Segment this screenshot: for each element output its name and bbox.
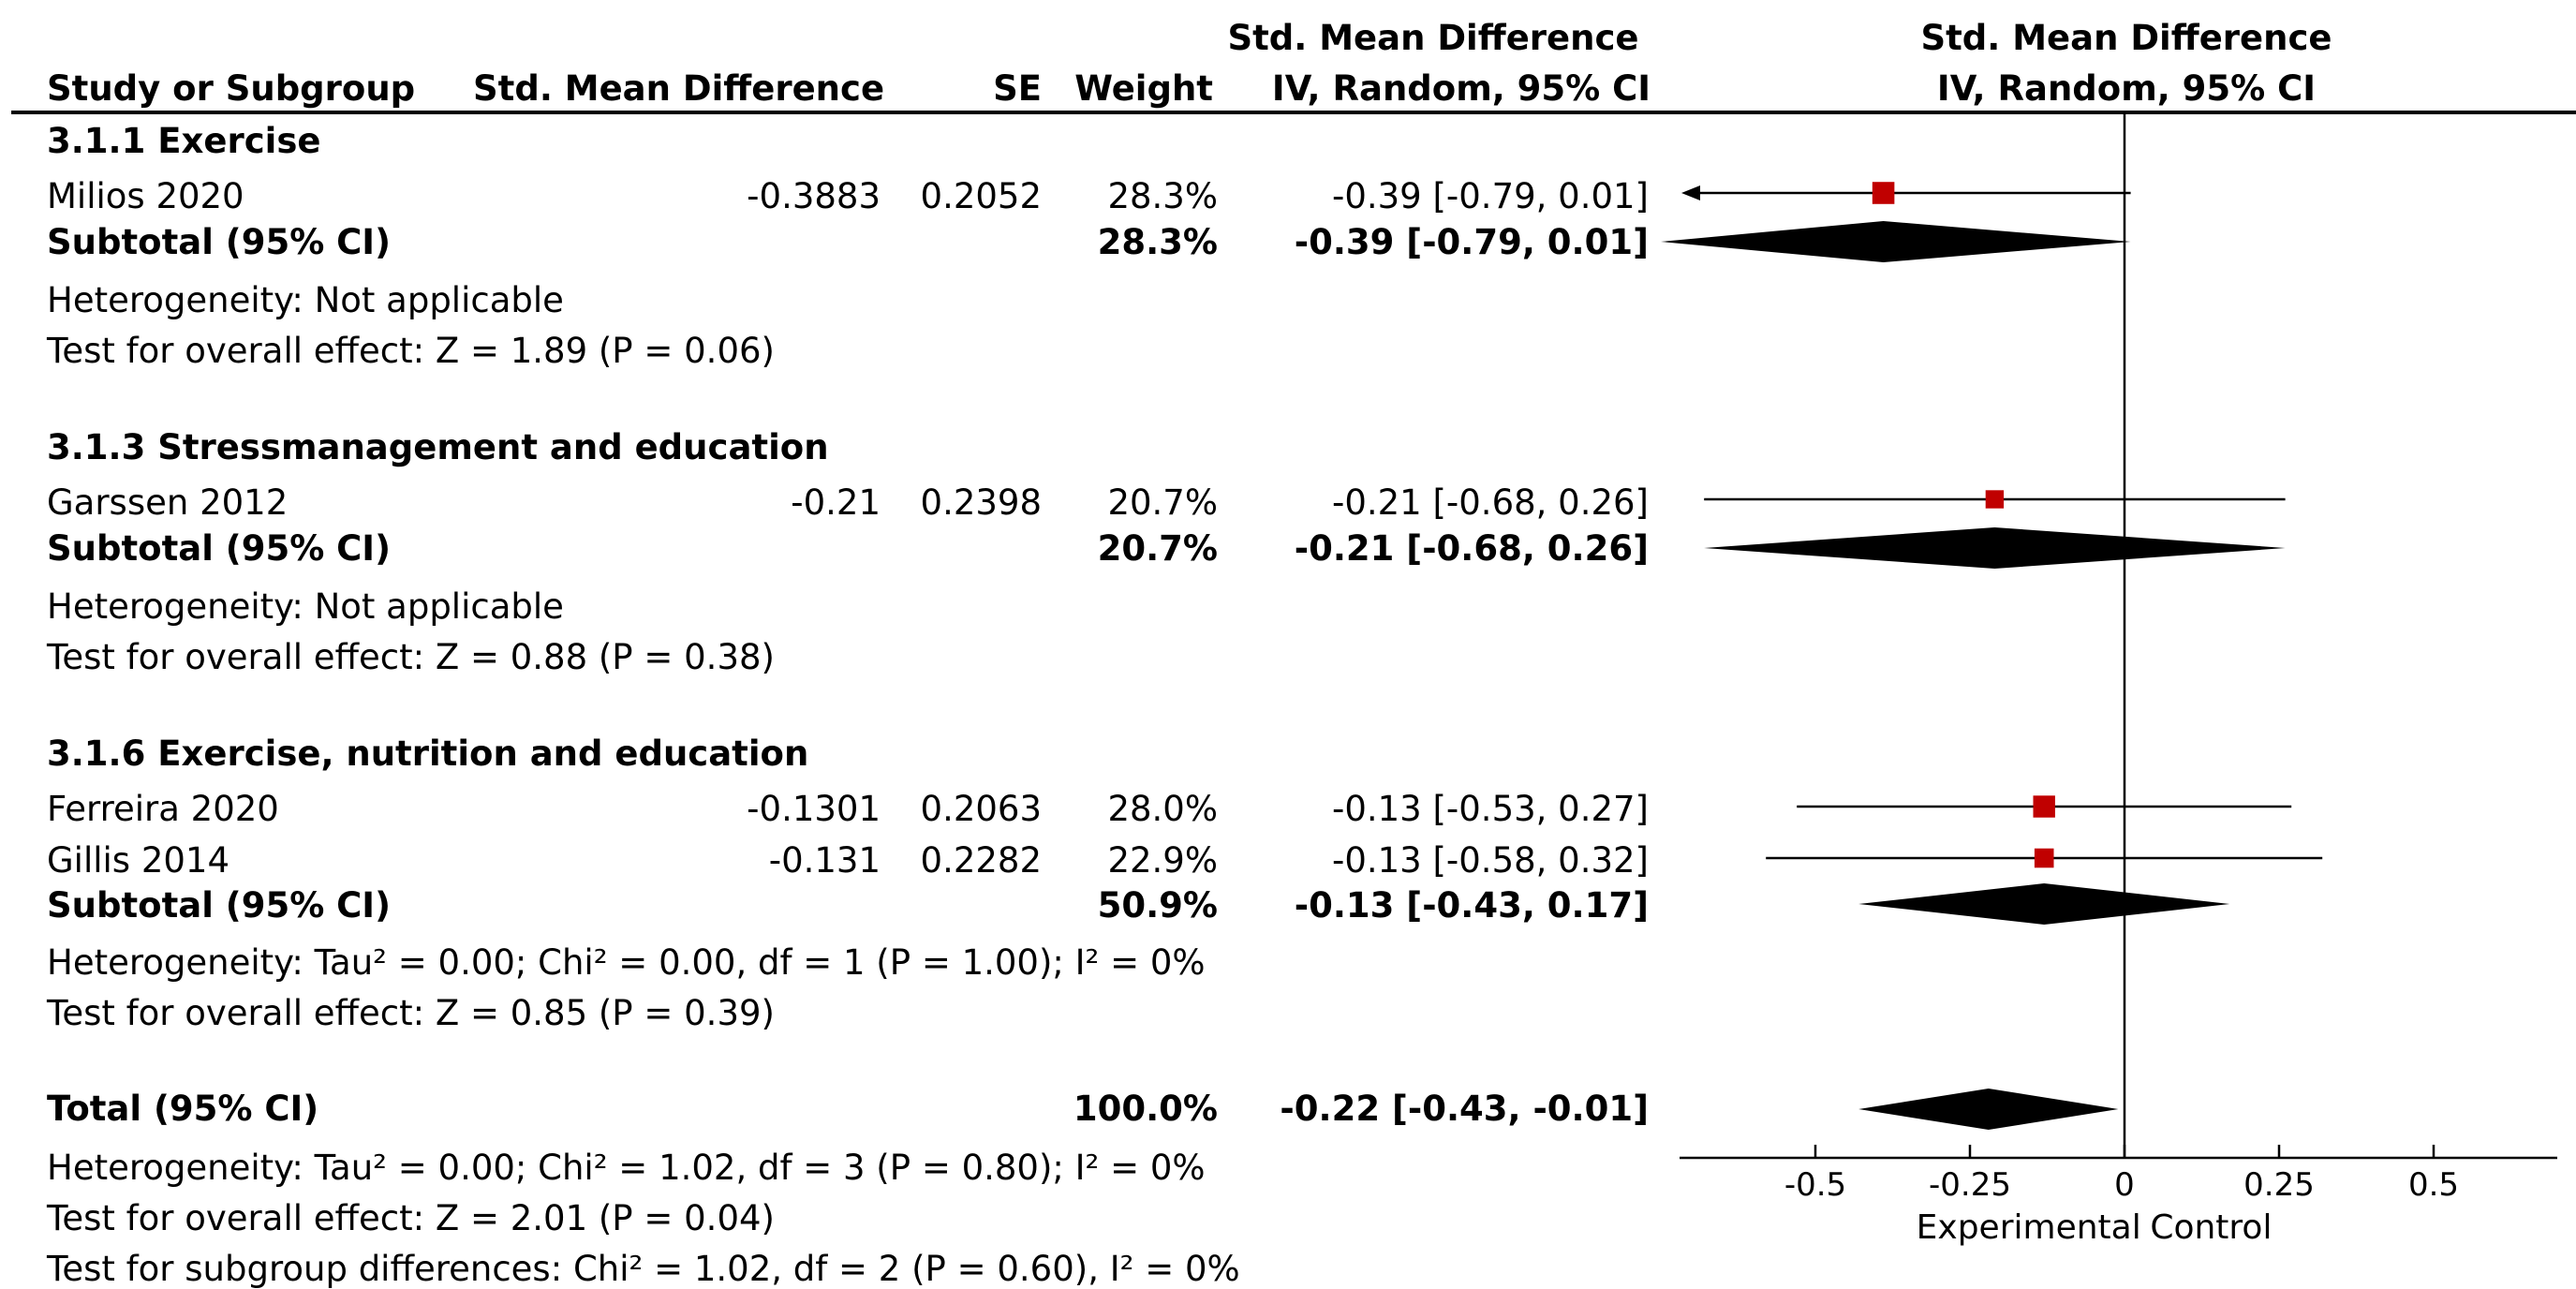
- study-square: [2033, 795, 2055, 818]
- subtotal-ci: -0.21 [-0.68, 0.26]: [1294, 528, 1649, 569]
- plot-header-top: Std. Mean Difference: [1920, 18, 2332, 58]
- study-square: [1872, 182, 1895, 204]
- subtotal-diamond: [1704, 527, 2286, 569]
- study-se: 0.2282: [920, 840, 1042, 881]
- study-weight: 28.0%: [1107, 789, 1218, 829]
- subtotal-label: Subtotal (95% CI): [47, 528, 391, 569]
- overall-effect-text: Test for overall effect: Z = 0.85 (P = 0…: [47, 993, 775, 1033]
- subtotal-ci: -0.39 [-0.79, 0.01]: [1294, 222, 1649, 262]
- group-title: 3.1.1 Exercise: [47, 121, 321, 161]
- group-title: 3.1.3 Stressmanagement and education: [47, 427, 829, 467]
- study-ci: -0.39 [-0.79, 0.01]: [1331, 176, 1649, 216]
- x-tick-label: 0.5: [2408, 1166, 2459, 1204]
- favours-right-label: Control: [2150, 1208, 2272, 1247]
- total-ci: -0.22 [-0.43, -0.01]: [1280, 1089, 1649, 1129]
- heterogeneity-text: Heterogeneity: Not applicable: [47, 586, 564, 627]
- subgroup-differences-text: Test for subgroup differences: Chi² = 1.…: [47, 1249, 1240, 1289]
- favours-left-label: Experimental: [1917, 1208, 2141, 1247]
- header-ci-top: Std. Mean Difference: [1227, 18, 1639, 58]
- study-se: 0.2052: [920, 176, 1042, 216]
- group-title: 3.1.6 Exercise, nutrition and education: [47, 733, 809, 774]
- subtotal-diamond: [1661, 221, 2131, 262]
- study-ci: -0.21 [-0.68, 0.26]: [1331, 482, 1649, 523]
- study-ci: -0.13 [-0.53, 0.27]: [1331, 789, 1649, 829]
- study-weight: 20.7%: [1107, 482, 1218, 523]
- study-smd: -0.1301: [747, 789, 881, 829]
- header-se: SE: [993, 68, 1042, 109]
- heterogeneity-text: Heterogeneity: Not applicable: [47, 280, 564, 320]
- header-study: Study or Subgroup: [47, 68, 416, 109]
- subtotal-label: Subtotal (95% CI): [47, 222, 391, 262]
- x-tick-label: -0.25: [1929, 1166, 2011, 1204]
- x-tick-label: 0: [2114, 1166, 2135, 1204]
- subtotal-ci: -0.13 [-0.43, 0.17]: [1294, 885, 1649, 926]
- ci-clip-arrow: [1681, 185, 1700, 200]
- total-label: Total (95% CI): [47, 1089, 319, 1129]
- study-smd: -0.3883: [747, 176, 881, 216]
- header-rule: [11, 111, 2576, 114]
- x-tick-label: 0.25: [2243, 1166, 2315, 1204]
- study-weight: 22.9%: [1107, 840, 1218, 881]
- study-smd: -0.131: [768, 840, 881, 881]
- study-square: [1985, 490, 2005, 509]
- subtotal-weight: 50.9%: [1097, 885, 1218, 926]
- study-weight: 28.3%: [1107, 176, 1218, 216]
- subtotal-diamond: [1858, 883, 2230, 925]
- plot-header-bottom: IV, Random, 95% CI: [1936, 68, 2317, 109]
- study-name: Garssen 2012: [47, 482, 289, 523]
- total-weight: 100.0%: [1073, 1089, 1218, 1129]
- study-ci: -0.13 [-0.58, 0.32]: [1331, 840, 1649, 881]
- total-heterogeneity-text: Heterogeneity: Tau² = 0.00; Chi² = 1.02,…: [47, 1148, 1206, 1188]
- study-name: Milios 2020: [47, 176, 244, 216]
- study-name: Ferreira 2020: [47, 789, 279, 829]
- overall-effect-text: Test for overall effect: Z = 0.88 (P = 0…: [47, 637, 775, 677]
- subtotal-weight: 28.3%: [1097, 222, 1218, 262]
- subtotal-label: Subtotal (95% CI): [47, 885, 391, 926]
- overall-effect-text: Test for overall effect: Z = 1.89 (P = 0…: [47, 331, 775, 371]
- heterogeneity-text: Heterogeneity: Tau² = 0.00; Chi² = 0.00,…: [47, 942, 1206, 983]
- subtotal-weight: 20.7%: [1097, 528, 1218, 569]
- study-smd: -0.21: [791, 482, 881, 523]
- study-se: 0.2063: [920, 789, 1042, 829]
- study-se: 0.2398: [920, 482, 1042, 523]
- header-weight: Weight: [1074, 68, 1213, 109]
- x-tick-label: -0.5: [1784, 1166, 1846, 1204]
- study-square: [2034, 848, 2054, 868]
- header-smd: Std. Mean Difference: [473, 68, 885, 109]
- total-overall-effect-text: Test for overall effect: Z = 2.01 (P = 0…: [47, 1198, 775, 1238]
- study-name: Gillis 2014: [47, 840, 229, 881]
- total-diamond: [1858, 1089, 2119, 1130]
- header-ci-bottom: IV, Random, 95% CI: [1271, 68, 1651, 109]
